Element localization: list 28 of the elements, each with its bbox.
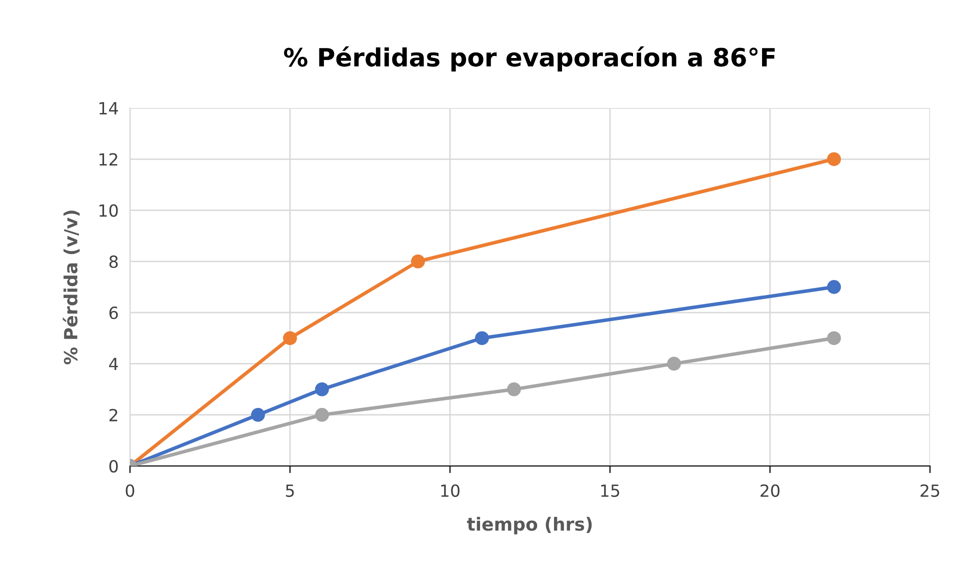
- point: [315, 408, 329, 422]
- point: [283, 331, 297, 346]
- x-axis-title: tiempo (hrs): [466, 516, 592, 534]
- y-axis-title: % Pérdida (v/v): [62, 210, 80, 364]
- x-tick-label: 10: [441, 484, 460, 497]
- y-tick-label: 10: [100, 204, 118, 217]
- x-tick-label: 15: [601, 484, 620, 497]
- point: [411, 254, 425, 268]
- chart-title: % Pérdidas por evaporacíon a 86°F: [284, 46, 775, 72]
- x-tick-label: 25: [920, 484, 940, 497]
- x-tick-label: 0: [126, 484, 134, 497]
- point: [827, 152, 841, 166]
- y-tick-label: 12: [100, 153, 118, 166]
- y-tick-label: 14: [100, 102, 118, 114]
- point: [667, 356, 681, 371]
- y-tick-label: 2: [110, 408, 118, 422]
- point: [251, 408, 265, 422]
- x-tick-label: 5: [286, 484, 294, 497]
- point: [507, 382, 521, 396]
- point: [827, 280, 841, 294]
- y-tick-label: 6: [109, 306, 118, 320]
- point: [475, 331, 489, 346]
- point: [827, 331, 841, 346]
- point: [315, 382, 329, 396]
- y-tick-label: 8: [109, 255, 118, 268]
- y-tick-label: 0: [109, 460, 118, 473]
- y-tick-label: 4: [109, 358, 118, 370]
- x-tick-label: 20: [760, 484, 780, 497]
